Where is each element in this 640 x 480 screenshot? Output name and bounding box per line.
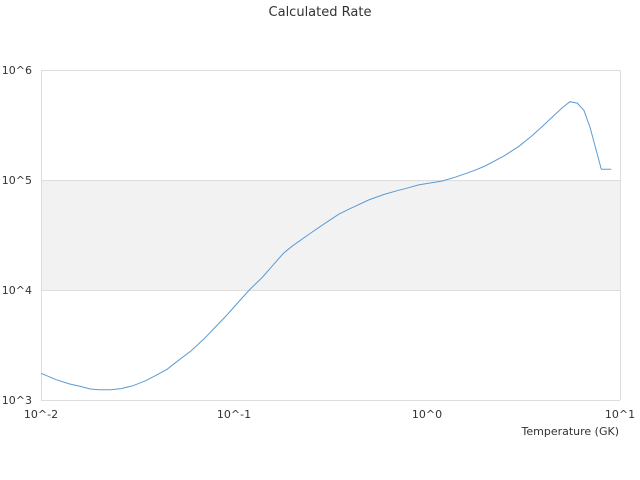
- y-tick-label: 10^4: [2, 284, 32, 297]
- x-tick-label: 10^1: [605, 408, 635, 421]
- chart-title: Calculated Rate: [269, 5, 372, 20]
- y-tick-label: 10^6: [2, 64, 32, 77]
- y-tick-label: 10^5: [2, 174, 32, 187]
- x-axis-title: Temperature (GK): [521, 425, 620, 438]
- x-tick-label: 10^0: [412, 408, 442, 421]
- plot-area: [41, 180, 620, 290]
- y-axis-ticks: 10^3 10^4 10^5 10^6: [2, 64, 32, 407]
- shaded-band: [41, 180, 620, 290]
- y-tick-label: 10^3: [2, 394, 32, 407]
- series-group: [40, 101, 612, 391]
- x-tick-label: 10^-2: [24, 408, 58, 421]
- x-axis-ticks: 10^-2 10^-1 10^0 10^1: [24, 408, 635, 421]
- x-tick-label: 10^-1: [217, 408, 251, 421]
- gridlines: [41, 70, 621, 401]
- series-line: [40, 101, 612, 391]
